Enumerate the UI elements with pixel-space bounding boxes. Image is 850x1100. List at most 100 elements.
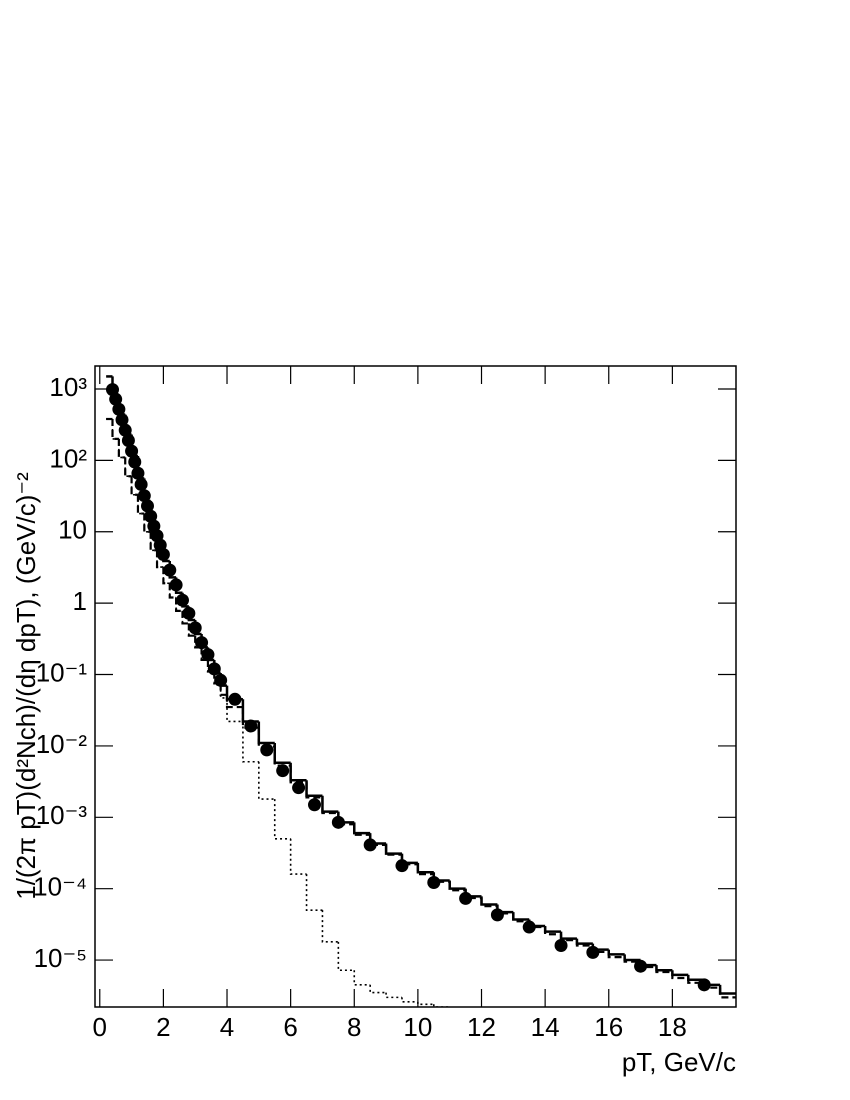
histogram-bin <box>321 797 339 815</box>
data-point <box>427 876 441 890</box>
y-tick-label: 10⁻⁴ <box>33 872 87 902</box>
histogram-bin <box>369 984 387 994</box>
histogram-bin <box>241 699 259 723</box>
data-point <box>137 489 151 503</box>
histogram-bin <box>480 898 498 908</box>
histogram-bin <box>544 927 562 936</box>
histogram-bin <box>273 742 291 765</box>
data-point <box>228 692 242 706</box>
data-point <box>134 477 148 491</box>
histogram-bin <box>143 513 151 533</box>
x-axis-label: pT, GeV/c <box>622 1047 736 1077</box>
x-tick-label: 4 <box>220 1012 234 1042</box>
x-tick-label: 12 <box>467 1012 496 1042</box>
y-axis-label: 1/(2π pT)(d²Nch)/(dη dpT), (GeV/c)⁻² <box>11 472 41 900</box>
histogram-bin <box>188 623 196 637</box>
y-tick-label: 10⁻¹ <box>36 657 88 687</box>
histogram-bin <box>718 987 736 999</box>
data-point <box>121 433 135 447</box>
histogram-bin <box>337 941 355 972</box>
histogram-bin <box>512 912 530 921</box>
y-tick-label: 10⁻² <box>36 729 88 759</box>
data-point <box>214 673 228 687</box>
histogram-bin <box>559 931 577 940</box>
histogram-bin <box>671 972 689 980</box>
histogram-bin <box>242 721 259 763</box>
histogram-bin <box>130 476 138 496</box>
y-tick-label: 1 <box>73 586 87 616</box>
data-point <box>131 466 145 480</box>
data-point <box>201 648 215 662</box>
plot-area <box>105 375 736 1007</box>
data-point <box>363 838 377 852</box>
histogram-bin <box>512 913 530 923</box>
data-point <box>634 959 648 973</box>
x-tick-label: 16 <box>594 1012 623 1042</box>
histogram-bin <box>168 583 177 599</box>
histogram-bin <box>655 966 673 974</box>
histogram-bin <box>258 761 275 800</box>
histogram-bin <box>273 799 291 840</box>
plot-frame <box>94 365 737 1008</box>
histogram-bin <box>671 970 689 977</box>
histogram-bin <box>289 838 307 875</box>
data-point <box>331 815 345 829</box>
histogram-bin <box>353 970 371 986</box>
histogram-bin <box>416 862 434 874</box>
histogram-bin <box>156 550 164 568</box>
histogram-bin <box>432 1004 450 1007</box>
histogram-bin <box>416 864 434 876</box>
data-point <box>522 920 536 934</box>
data-point <box>163 563 177 577</box>
data-point <box>182 606 196 620</box>
histogram-bin <box>149 531 158 552</box>
histogram-bin <box>607 949 625 956</box>
x-tick-label: 14 <box>531 1012 560 1042</box>
histogram-bin <box>575 940 593 947</box>
histogram-bin <box>111 418 119 440</box>
x-tick-label: 10 <box>403 1012 432 1042</box>
y-tick-label: 10⁻³ <box>36 800 88 830</box>
y-tick-label: 10³ <box>49 372 87 402</box>
histogram-bin <box>575 938 593 945</box>
data-point <box>109 392 123 406</box>
x-tick-label: 2 <box>156 1012 170 1042</box>
histogram-bin <box>241 707 259 729</box>
data-point <box>459 891 473 905</box>
histogram-bin <box>543 926 562 933</box>
histogram-bin <box>480 896 498 906</box>
data-point <box>128 455 142 469</box>
data-point <box>144 509 158 523</box>
data-point <box>112 402 126 416</box>
histogram-bin <box>655 965 673 972</box>
data-point <box>490 908 504 922</box>
histogram-bin <box>305 782 323 799</box>
data-point <box>260 743 274 757</box>
histogram-bin <box>118 438 126 459</box>
histogram-bin <box>257 727 275 748</box>
histogram-bin <box>181 610 189 625</box>
data-point <box>195 636 209 650</box>
y-tick-label: 10 <box>58 515 87 545</box>
data-point <box>169 578 183 592</box>
histogram-bin <box>384 844 402 856</box>
y-tick-label: 10² <box>49 443 87 473</box>
histogram-bin <box>321 910 339 943</box>
x-tick-label: 0 <box>93 1012 107 1042</box>
histogram-bin <box>448 881 466 892</box>
histogram-bin <box>305 874 323 911</box>
data-point <box>307 798 321 812</box>
histogram-bin <box>417 1001 434 1006</box>
histogram-bin <box>369 834 387 847</box>
data-point <box>115 413 129 427</box>
data-point <box>175 593 189 607</box>
histogram-bin <box>623 954 641 962</box>
histogram-bin <box>273 746 291 767</box>
data-point <box>244 719 258 733</box>
x-tick-label: 18 <box>658 1012 687 1042</box>
histogram-bin <box>400 854 418 866</box>
histogram-bin <box>305 780 323 798</box>
data-point <box>276 764 290 778</box>
data-point <box>292 781 306 795</box>
